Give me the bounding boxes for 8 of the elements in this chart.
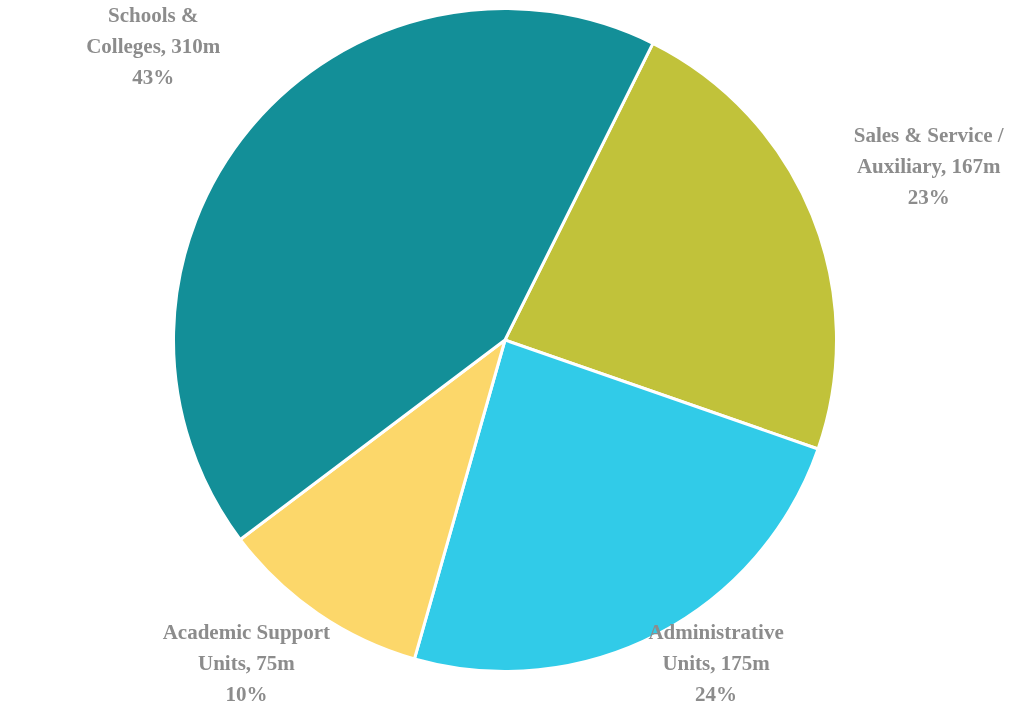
text: 24%: [695, 682, 738, 707]
slice-label: Administrative Units, 175m: [648, 620, 784, 676]
slice-label: Academic Support Units, 75m: [162, 620, 331, 676]
slice-label: Schools & Colleges, 310m: [86, 2, 221, 58]
text: 43%: [132, 64, 175, 89]
slice-label: Sales & Service / Auxiliary, 167m: [853, 122, 1005, 178]
text: 10%: [225, 682, 268, 707]
text: 23%: [907, 184, 950, 209]
